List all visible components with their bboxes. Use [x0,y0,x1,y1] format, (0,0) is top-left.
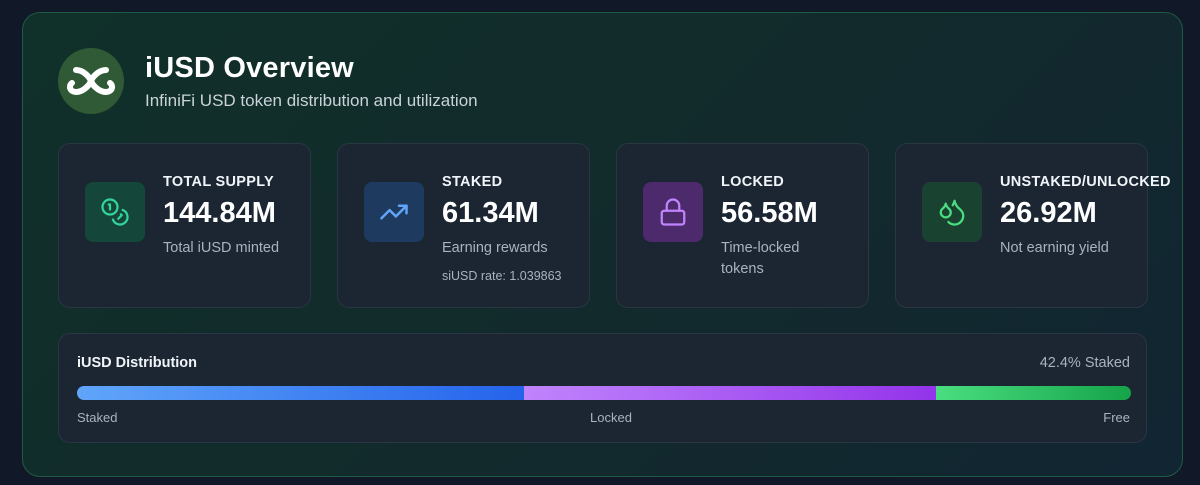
coins-icon [85,182,145,242]
infinity-logo-icon [58,48,124,114]
distribution-card: iUSD Distribution 42.4% Staked Staked Lo… [58,333,1147,443]
card-description: Not earning yield [1000,240,1109,256]
card-value: 26.92M [1000,197,1097,229]
free-segment [936,386,1131,400]
distribution-title: iUSD Distribution [77,355,198,371]
header: iUSD Overview InfiniFi USD token distrib… [58,48,478,114]
droplets-icon [922,182,982,242]
lock-icon [643,182,703,242]
locked-card: LOCKED 56.58M Time-locked tokens [616,143,869,308]
free-legend-label: Free [1103,410,1130,425]
unstaked-card: UNSTAKED/UNLOCKED 26.92M Not earning yie… [895,143,1170,308]
distribution-bar [77,386,1131,400]
locked-segment [523,386,936,400]
card-description: Total iUSD minted [163,240,280,256]
card-label: STAKED [442,174,503,190]
overview-panel: iUSD Overview InfiniFi USD token distrib… [22,12,1183,477]
card-label: LOCKED [721,174,785,190]
staked-legend-label: Staked [77,410,118,425]
card-label: TOTAL SUPPLY [163,174,275,190]
staked-segment [77,386,524,400]
total-supply-card: TOTAL SUPPLY 144.84M Total iUSD minted [58,143,311,308]
card-description: Earning rewards [442,240,548,256]
card-value: 56.58M [721,197,818,229]
card-description: Time-locked tokens [721,240,800,277]
locked-legend-label: Locked [590,410,632,425]
card-value: 144.84M [163,197,276,229]
card-label: UNSTAKED/UNLOCKED [1000,174,1171,190]
card-value: 61.34M [442,197,539,229]
page-title: iUSD Overview [145,52,354,84]
page-subtitle: InfiniFi USD token distribution and util… [145,91,478,110]
trending-up-icon [364,182,424,242]
staked-percent: 42.4% Staked [1039,355,1130,371]
staked-card: STAKED 61.34M Earning rewards siUSD rate… [337,143,590,308]
siusd-rate: siUSD rate: 1.039863 [442,269,562,283]
